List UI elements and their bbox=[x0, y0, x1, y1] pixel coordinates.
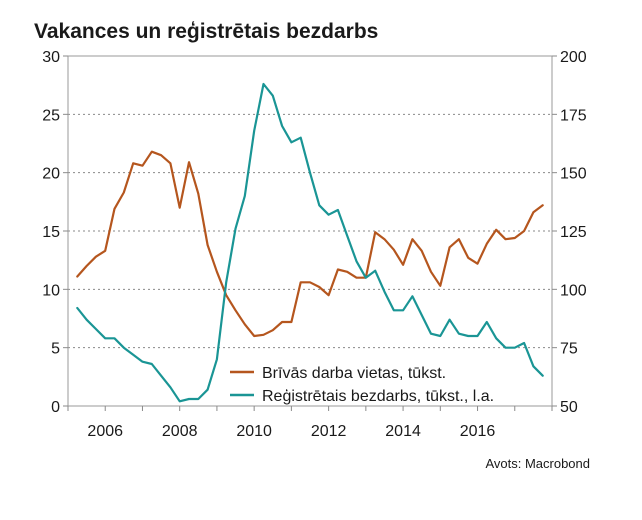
left-tick-label: 30 bbox=[42, 49, 60, 66]
grid bbox=[68, 113, 552, 349]
right-tick-label: 175 bbox=[560, 107, 587, 124]
x-tick-label: 2012 bbox=[311, 423, 347, 440]
legend: Brīvās darba vietas, tūkst. Reģistrētais… bbox=[230, 365, 494, 405]
left-axis-ticks: 0 5 10 15 20 25 30 bbox=[42, 49, 68, 416]
x-axis-ticks: 2006 2008 2010 2012 2014 2016 bbox=[67, 406, 553, 440]
x-tick-label: 2010 bbox=[236, 423, 272, 440]
left-tick-label: 20 bbox=[42, 166, 60, 183]
left-tick-label: 10 bbox=[42, 282, 60, 299]
right-tick-label: 75 bbox=[560, 341, 578, 358]
left-tick-label: 5 bbox=[51, 341, 60, 358]
x-tick-label: 2016 bbox=[460, 423, 496, 440]
x-tick-label: 2014 bbox=[385, 423, 421, 440]
right-tick-label: 200 bbox=[560, 49, 587, 66]
series-line-vacancies bbox=[76, 150, 544, 338]
legend-label-unemployment: Reģistrētais bezdarbs, tūkst., l.a. bbox=[262, 387, 494, 405]
x-tick-label: 2008 bbox=[162, 423, 198, 440]
series-line-unemployment bbox=[76, 82, 544, 403]
right-tick-label: 125 bbox=[560, 224, 587, 241]
right-tick-label: 150 bbox=[560, 166, 587, 183]
right-tick-label: 100 bbox=[560, 282, 587, 299]
legend-label-vacancies: Brīvās darba vietas, tūkst. bbox=[262, 365, 446, 382]
right-axis-ticks: 50 75 100 125 150 175 200 bbox=[552, 49, 587, 416]
right-tick-label: 50 bbox=[560, 399, 578, 416]
x-tick-label: 2006 bbox=[87, 423, 123, 440]
series-lines bbox=[76, 82, 544, 403]
left-tick-label: 15 bbox=[42, 224, 60, 241]
chart-title: Vakances un reģistrētais bezdarbs bbox=[34, 20, 378, 43]
left-tick-label: 25 bbox=[42, 107, 60, 124]
left-tick-label: 0 bbox=[51, 399, 60, 416]
source-note: Avots: Macrobond bbox=[485, 456, 590, 471]
